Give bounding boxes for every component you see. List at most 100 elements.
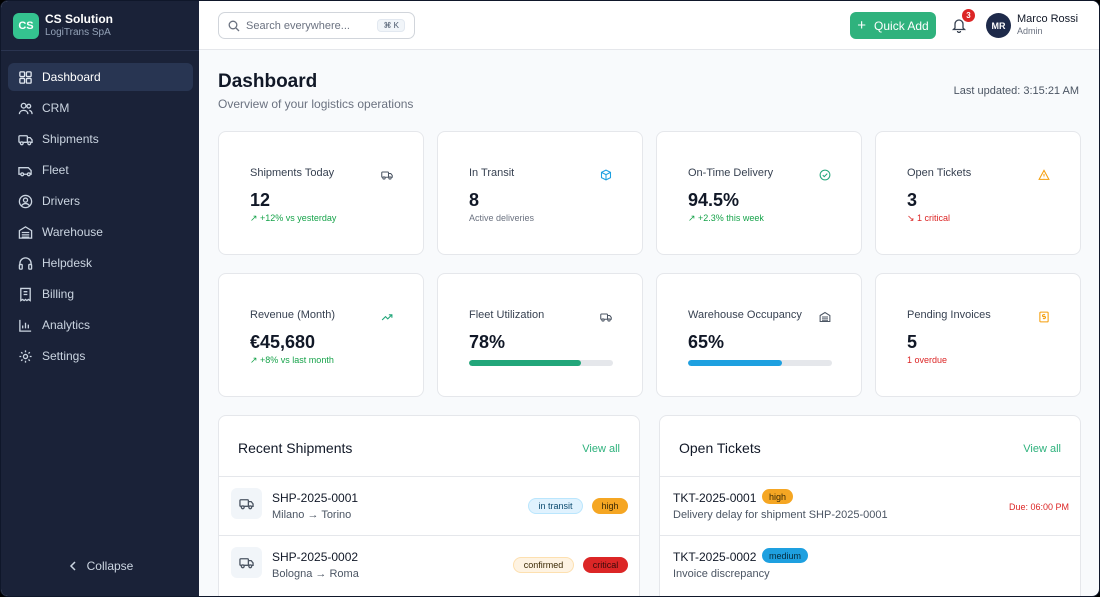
stat-value: 3: [907, 190, 918, 210]
shipment-row[interactable]: SHP-2025-0001 Milano → Torino in transit…: [219, 476, 639, 535]
stat-value: 12: [250, 190, 271, 210]
warehouse-occupancy-bar: [688, 360, 832, 366]
user-menu[interactable]: Marco Rossi Admin: [1017, 13, 1078, 36]
ticket-row[interactable]: TKT-2025-0002 medium Invoice discrepancy: [660, 535, 1080, 594]
quick-add-label: Quick Add: [874, 18, 929, 33]
sidebar-item-billing[interactable]: Billing: [8, 280, 193, 308]
bell-icon[interactable]: [951, 17, 967, 33]
priority-badge: critical: [583, 557, 628, 573]
gear-icon: [19, 349, 32, 363]
user-name: Marco Rossi: [1017, 13, 1079, 25]
sidebar-item-analytics[interactable]: Analytics: [8, 311, 193, 339]
stat-value: 78%: [469, 332, 506, 352]
priority-badge: medium: [762, 548, 809, 563]
headphones-icon: [18, 256, 33, 270]
stat-card-pending-invoices[interactable]: Pending Invoices 5 1 overdue: [875, 273, 1081, 397]
shipment-route: Milano → Torino: [272, 509, 352, 521]
truck-icon: [381, 171, 393, 180]
sidebar-item-shipments[interactable]: Shipments: [8, 125, 193, 153]
package-icon: [600, 169, 612, 181]
sidebar-item-label: Billing: [42, 287, 75, 301]
view-all-tickets-link[interactable]: View all: [1023, 443, 1061, 455]
truck-icon: [600, 313, 612, 322]
stat-value: €45,680: [250, 332, 316, 352]
van-icon: [18, 166, 32, 176]
ticket-id: TKT-2025-0001: [673, 491, 757, 505]
stat-trend: ↘ 1 critical: [907, 213, 951, 223]
brand[interactable]: CS CS Solution LogiTrans SpA: [13, 12, 113, 39]
shipment-id: SHP-2025-0002: [272, 550, 359, 564]
stat-card-open-tickets[interactable]: Open Tickets 3 ↘ 1 critical: [875, 131, 1081, 255]
stat-label: In Transit: [469, 167, 515, 179]
warehouse-icon: [18, 225, 33, 239]
avatar[interactable]: MR: [986, 13, 1011, 38]
ticket-description: Invoice discrepancy: [673, 568, 770, 580]
view-all-shipments-link[interactable]: View all: [582, 443, 620, 455]
stat-card-fleet-utilization[interactable]: Fleet Utilization 78%: [437, 273, 643, 397]
ticket-row[interactable]: TKT-2025-0001 high Delivery delay for sh…: [660, 476, 1080, 535]
stat-label: Pending Invoices: [907, 309, 991, 321]
sidebar-item-fleet[interactable]: Fleet: [8, 156, 193, 184]
sidebar-item-label: CRM: [42, 101, 70, 115]
warning-icon: [1038, 169, 1050, 180]
ticket-description: Delivery delay for shipment SHP-2025-000…: [673, 509, 888, 521]
sidebar-item-dashboard[interactable]: Dashboard: [8, 63, 193, 91]
sidebar-item-crm[interactable]: CRM: [8, 94, 193, 122]
sidebar-nav: Dashboard CRM Shipments Fleet Drivers Wa…: [8, 63, 193, 373]
recent-shipments-panel: Recent Shipments View all SHP-2025-0001 …: [218, 415, 640, 596]
topbar: Search everywhere... ⌘ K + Quick Add 3 M…: [199, 1, 1099, 50]
stat-value: 65%: [688, 332, 725, 352]
last-updated: Last updated: 3:15:21 AM: [953, 85, 1079, 97]
brand-name: CS Solution: [45, 12, 113, 26]
stat-card-in-transit[interactable]: In Transit 8 Active deliveries: [437, 131, 643, 255]
sidebar-item-drivers[interactable]: Drivers: [8, 187, 193, 215]
quick-add-button[interactable]: + Quick Add: [850, 12, 936, 39]
chevron-left-icon: [69, 561, 76, 571]
truck-icon: [239, 558, 254, 569]
stat-card-revenue[interactable]: Revenue (Month) €45,680 ↗ +8% vs last mo…: [218, 273, 424, 397]
stat-label: Fleet Utilization: [469, 309, 545, 321]
brand-company: LogiTrans SpA: [45, 27, 111, 38]
sidebar-item-label: Shipments: [42, 132, 99, 146]
sidebar-item-label: Fleet: [42, 163, 69, 177]
warehouse-icon: [819, 311, 831, 323]
search-input[interactable]: Search everywhere... ⌘ K: [218, 12, 415, 39]
fleet-utilization-bar: [469, 360, 613, 366]
panel-title: Recent Shipments: [238, 440, 353, 456]
search-icon: [228, 20, 240, 31]
collapse-button[interactable]: Collapse: [1, 559, 199, 573]
truck-icon: [239, 499, 254, 510]
shipment-icon-box: [231, 547, 262, 578]
stat-label: Warehouse Occupancy: [688, 309, 802, 321]
sidebar-item-warehouse[interactable]: Warehouse: [8, 218, 193, 246]
sidebar-item-label: Helpdesk: [42, 256, 93, 270]
shipment-row[interactable]: SHP-2025-0002 Bologna → Roma confirmed c…: [219, 535, 639, 594]
stat-label: Revenue (Month): [250, 309, 335, 321]
stat-trend: ↗ +2.3% this week: [688, 213, 764, 223]
stat-value: 8: [469, 190, 480, 210]
stat-card-on-time-delivery[interactable]: On-Time Delivery 94.5% ↗ +2.3% this week: [656, 131, 862, 255]
stat-label: Open Tickets: [907, 167, 972, 179]
stat-card-shipments-today[interactable]: Shipments Today 12 ↗ +12% vs yesterday: [218, 131, 424, 255]
ticket-due: Due: 06:00 PM: [1008, 502, 1069, 512]
page-subtitle: Overview of your logistics operations: [218, 97, 414, 111]
truck-icon: [18, 134, 33, 145]
notification-badge: 3: [962, 9, 975, 22]
sidebar-item-helpdesk[interactable]: Helpdesk: [8, 249, 193, 277]
stat-label: Shipments Today: [250, 167, 335, 179]
shipment-id: SHP-2025-0001: [272, 491, 359, 505]
brand-logo: CS: [13, 12, 39, 39]
search-placeholder: Search everywhere...: [246, 19, 350, 32]
sidebar-item-settings[interactable]: Settings: [8, 342, 193, 370]
sidebar-item-label: Warehouse: [42, 225, 103, 239]
stat-trend: ↗ +8% vs last month: [250, 355, 334, 365]
stat-card-warehouse-occupancy[interactable]: Warehouse Occupancy 65%: [656, 273, 862, 397]
trending-up-icon: [381, 314, 393, 321]
page-title: Dashboard: [218, 71, 318, 92]
stat-value: 5: [907, 332, 918, 352]
priority-badge: high: [592, 498, 628, 514]
search-shortcut: ⌘ K: [377, 19, 405, 32]
shipment-route: Bologna → Roma: [272, 568, 359, 580]
sidebar-item-label: Analytics: [42, 318, 91, 332]
progress-fill: [469, 360, 582, 366]
